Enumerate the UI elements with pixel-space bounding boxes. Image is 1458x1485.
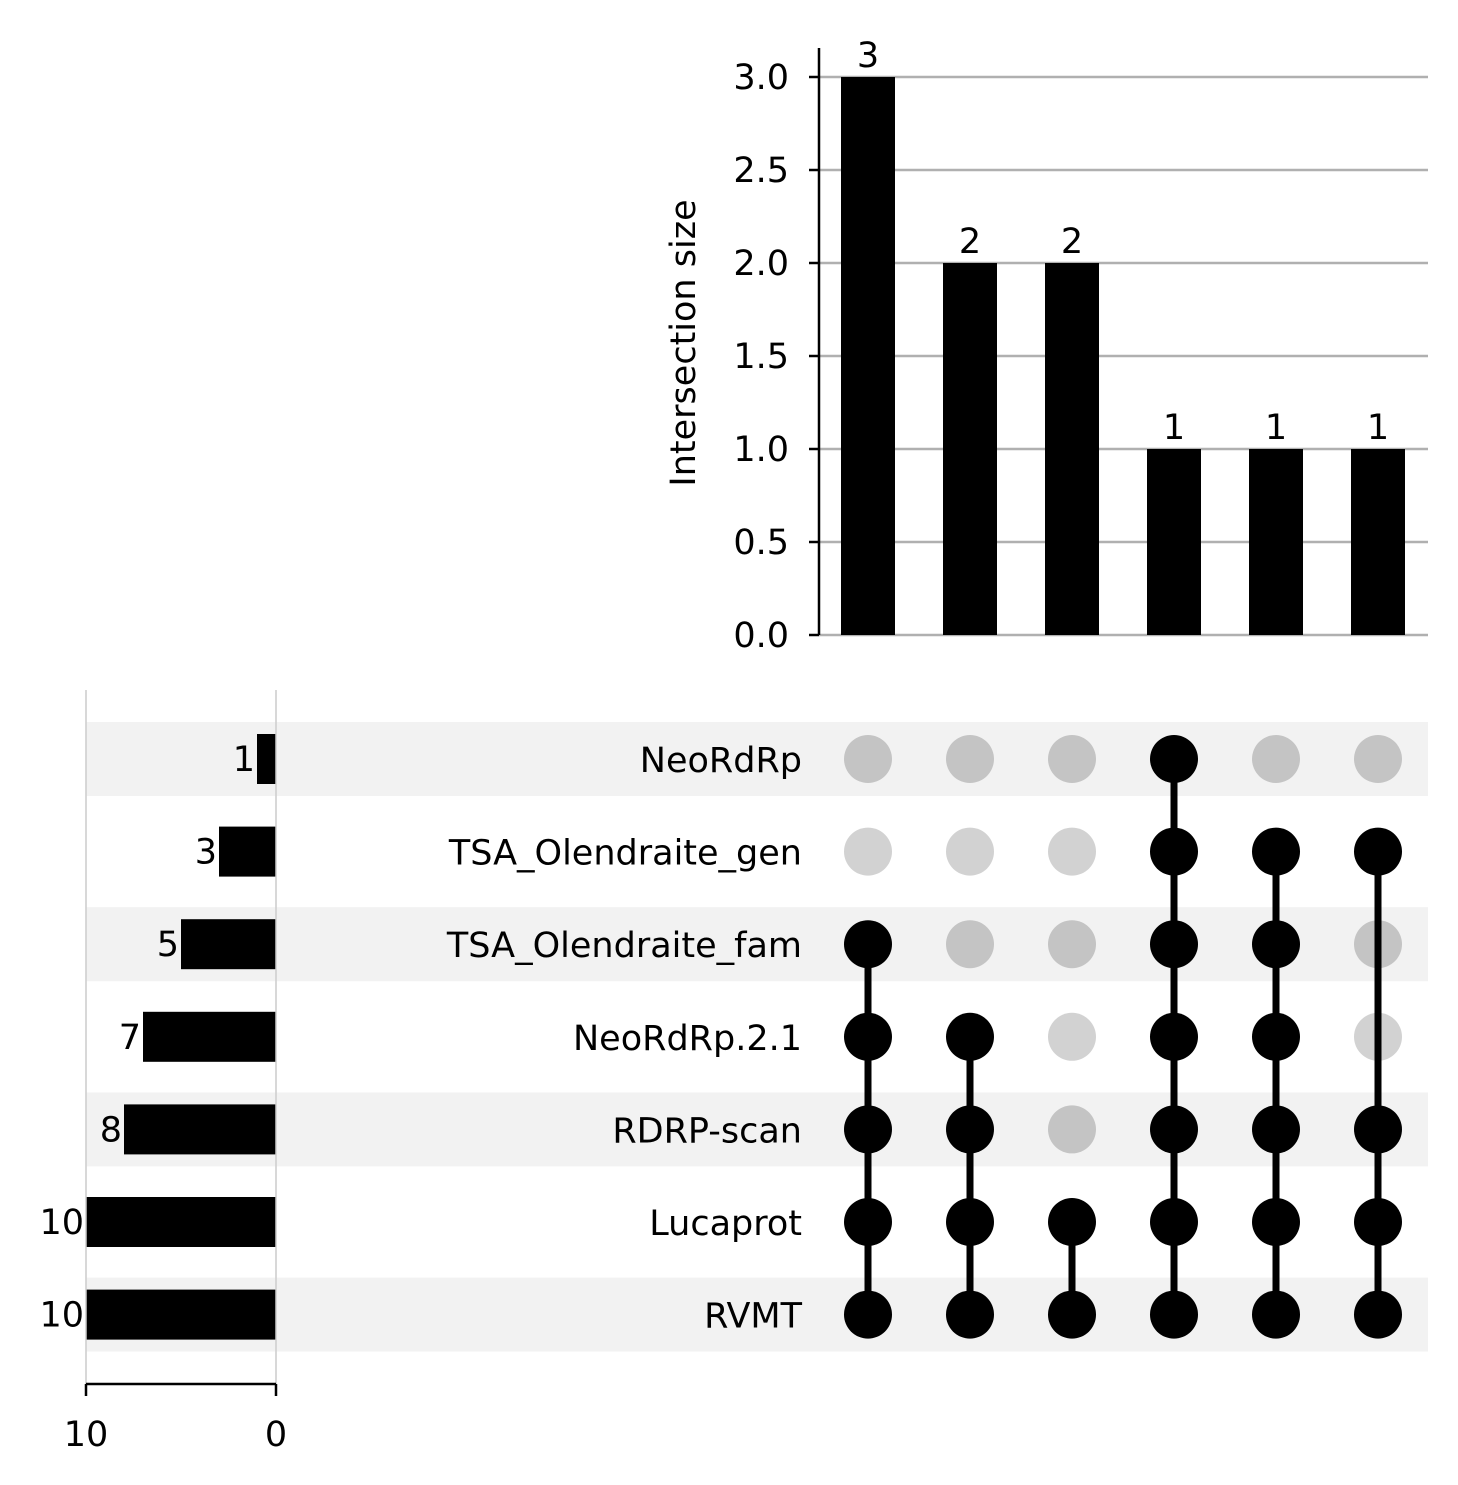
set-size-label: 3 [195,833,217,873]
intersection-bar [943,263,997,635]
set-label-neordrp-2-1: NeoRdRp.2.1 [573,1019,802,1059]
x-tick-label: 0 [265,1415,287,1455]
intersection-bar-label: 1 [1265,408,1287,448]
set-label-lucaprot: Lucaprot [649,1204,802,1244]
matrix-dot-active [1150,1290,1198,1339]
matrix-dot-active [1354,827,1402,876]
y-tick-label: 1.0 [733,430,789,470]
matrix-dot-inactive [1048,1012,1096,1061]
matrix-dot-inactive [844,735,892,783]
matrix-dot-active [1150,1105,1198,1154]
set-size-label: 5 [157,925,179,965]
set-size-label: 10 [39,1296,84,1336]
row-band-tsa-olendraite-fam [86,907,1428,982]
matrix-dot-active [844,1290,892,1339]
matrix-dot-active [1252,1290,1300,1339]
matrix-dot-inactive [946,827,994,876]
set-size-bar-lucaprot [86,1197,276,1247]
y-tick-label: 0.5 [733,523,789,563]
set-size-bar-rdrp-scan [124,1104,276,1155]
row-band-neordrp [86,722,1428,796]
intersection-bar-label: 2 [1061,222,1083,262]
set-label-rdrp-scan: RDRP-scan [612,1111,802,1151]
intersection-bar [1351,449,1405,635]
matrix-dot-active [1150,827,1198,876]
y-tick-label: 0.0 [733,616,789,656]
matrix-dot-active [844,1198,892,1246]
matrix-dot-active [1150,1012,1198,1061]
intersection-bar [1147,449,1201,635]
matrix-dot-active [946,1198,994,1246]
matrix-dot-inactive [1048,1105,1096,1154]
matrix-dot-active [1354,1290,1402,1339]
matrix-dot-active [1252,920,1300,969]
matrix-dot-active [1048,1290,1096,1339]
x-tick-label: 10 [64,1415,109,1455]
y-tick-label: 2.5 [733,151,789,191]
matrix-dot-active [844,920,892,969]
matrix-dot-active [844,1012,892,1061]
row-band-rdrp-scan [86,1092,1428,1167]
intersection-bar-label: 2 [959,222,981,262]
matrix-dot-active [1150,920,1198,969]
set-size-label: 1 [233,740,255,780]
matrix-dot-active [1252,1198,1300,1246]
matrix-dot-active [1150,1198,1198,1246]
y-tick-label: 2.0 [733,244,789,284]
set-size-x-axis: 10 0 [64,690,287,1455]
matrix-dot-active [844,1105,892,1154]
intersection-bar [841,77,895,635]
matrix-dot-inactive [1048,827,1096,876]
matrix-dot-active [1252,1105,1300,1154]
matrix-dot-active [946,1012,994,1061]
intersection-bar [1249,449,1303,635]
matrix-dot-active [946,1105,994,1154]
matrix-dot-inactive [1048,920,1096,969]
set-label-tsa-olendraite-fam: TSA_Olendraite_fam [446,926,802,966]
matrix-dot-inactive [1354,735,1402,783]
matrix-dot-active [1048,1198,1096,1246]
set-size-label: 10 [39,1203,84,1243]
intersection-y-axis: 0.0 0.5 1.0 1.5 2.0 2.5 3.0 [733,48,821,656]
set-label-rvmt: RVMT [704,1297,803,1337]
matrix-dot-active [1252,1012,1300,1061]
matrix-dot-active [1252,827,1300,876]
matrix-dot-active [1354,1198,1402,1246]
matrix-dot-inactive [1048,735,1096,783]
set-label-tsa-olendraite-gen: TSA_Olendraite_gen [448,834,802,874]
set-labels: NeoRdRp TSA_Olendraite_gen TSA_Olendraite_… [446,741,803,1337]
set-size-label: 8 [100,1110,122,1150]
intersection-gridlines [819,75,1428,637]
row-band-rvmt [86,1277,1428,1352]
intersection-bar-label: 3 [857,36,879,76]
matrix-dot-active [1354,1105,1402,1154]
matrix-dot-active [946,1290,994,1339]
intersection-bars: 3 2 2 1 1 1 [841,36,1405,635]
intersection-bar [1045,263,1099,635]
matrix-dot-inactive [946,920,994,969]
matrix-dot-inactive [946,735,994,783]
intersection-y-axis-label: Intersection size [664,199,704,486]
row-shading [86,722,1428,1352]
set-size-label: 7 [119,1018,141,1058]
y-tick-label: 3.0 [733,58,789,98]
matrix-dot-inactive [1252,735,1300,783]
matrix-dot-inactive [844,827,892,876]
intersection-bar-label: 1 [1367,408,1389,448]
set-size-bar-tsa-olendraite-fam [181,919,276,970]
set-size-bar-neordrp [257,734,276,784]
set-size-bar-neordrp-2-1 [143,1011,276,1062]
set-size-bar-rvmt [86,1289,276,1340]
matrix-dot-active [1150,735,1198,783]
set-size-bars: 1 3 5 7 8 10 10 [39,734,276,1340]
intersection-matrix [844,735,1402,1339]
set-size-bar-tsa-olendraite-gen [219,826,276,877]
set-label-neordrp: NeoRdRp [640,741,802,781]
y-tick-label: 1.5 [733,337,789,377]
intersection-bar-label: 1 [1163,408,1185,448]
